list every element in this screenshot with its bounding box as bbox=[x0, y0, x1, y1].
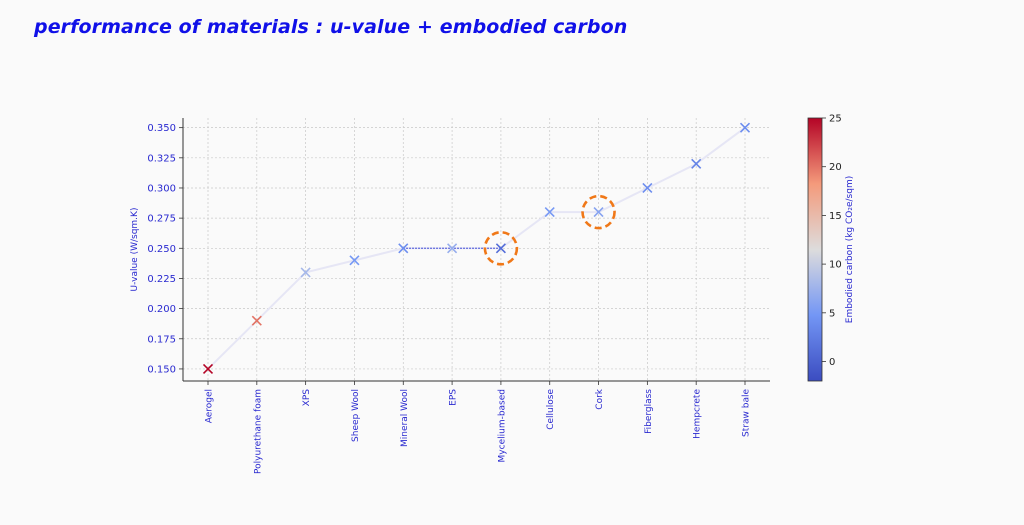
y-tick-label: 0.150 bbox=[147, 364, 176, 375]
page-title: performance of materials : u-value + emb… bbox=[34, 16, 628, 38]
x-tick-label: Aerogel bbox=[205, 389, 215, 423]
highlight-circle bbox=[581, 194, 616, 230]
y-tick-label: 0.225 bbox=[147, 274, 176, 285]
colorbar-tick-label: 5 bbox=[829, 308, 835, 319]
x-tick-label: Mycelium-based bbox=[497, 389, 507, 462]
y-tick-label: 0.200 bbox=[147, 304, 176, 315]
y-axis-title: U-value (W/sqm.K) bbox=[130, 208, 140, 292]
data-point-marker bbox=[495, 243, 506, 254]
colorbar-tick-label: 25 bbox=[829, 114, 842, 125]
data-point-marker bbox=[642, 182, 653, 194]
axis-labels: 0.150 0.175 0.200 0.225 0.250 0.275 0.300 0.325… bbox=[130, 123, 752, 474]
x-tick-label: XPS bbox=[302, 389, 312, 407]
x-tick-label: Fiberglass bbox=[644, 389, 654, 434]
highlight-circles bbox=[483, 194, 616, 266]
y-tick-label: 0.300 bbox=[147, 183, 176, 194]
data-point-marker bbox=[544, 207, 555, 218]
colorbar-title: Embodied carbon (kg CO₂e/sqm) bbox=[845, 176, 855, 323]
colorbar-tick-label: 10 bbox=[829, 260, 842, 271]
marker-stroke bbox=[495, 243, 506, 254]
marker-stroke bbox=[349, 255, 360, 266]
marker-stroke bbox=[642, 182, 653, 194]
data-point-marker bbox=[593, 207, 604, 218]
marker-stroke bbox=[398, 243, 409, 254]
grid-lines bbox=[183, 118, 770, 381]
colorbar-gradient bbox=[807, 117, 823, 382]
colorbar: 0 5 10 15 20 25 Embodied carbon (kg CO₂e/sqm) bbox=[807, 114, 855, 382]
data-markers bbox=[202, 122, 751, 375]
marker-stroke bbox=[300, 267, 311, 278]
x-tick-label: Straw bale bbox=[742, 389, 752, 437]
marker-stroke bbox=[739, 122, 751, 133]
y-tick-label: 0.350 bbox=[147, 123, 176, 134]
marker-stroke bbox=[691, 158, 702, 169]
colorbar-tick-label: 20 bbox=[829, 162, 842, 173]
data-point-marker bbox=[398, 243, 409, 254]
x-tick-label: Sheep Wool bbox=[351, 389, 361, 442]
data-point-marker bbox=[202, 363, 214, 375]
data-point-marker bbox=[251, 315, 262, 326]
y-tick-label: 0.325 bbox=[147, 153, 176, 164]
x-tick-label: EPS bbox=[449, 389, 459, 406]
y-tick-label: 0.175 bbox=[147, 334, 176, 345]
data-point-marker bbox=[691, 158, 702, 169]
axes bbox=[179, 118, 770, 385]
data-point-marker bbox=[447, 243, 458, 254]
data-point-marker bbox=[300, 267, 311, 278]
x-tick-label: Polyurethane foam bbox=[253, 389, 263, 474]
data-point-marker bbox=[349, 255, 360, 266]
marker-stroke bbox=[202, 363, 214, 375]
marker-stroke bbox=[593, 207, 604, 218]
highlight-circle bbox=[483, 230, 519, 266]
y-tick-label: 0.275 bbox=[147, 214, 176, 225]
colorbar-tick-label: 15 bbox=[829, 211, 842, 222]
x-tick-label: Mineral Wool bbox=[400, 389, 410, 447]
marker-stroke bbox=[251, 315, 262, 326]
marker-stroke bbox=[447, 243, 458, 254]
colorbar-tick-label: 0 bbox=[829, 357, 835, 368]
marker-stroke bbox=[544, 207, 555, 218]
x-tick-label: Hempcrete bbox=[693, 389, 703, 439]
x-tick-label: Cellulose bbox=[546, 389, 556, 430]
y-tick-label: 0.250 bbox=[147, 244, 176, 255]
data-point-marker bbox=[739, 122, 751, 133]
x-tick-label: Cork bbox=[595, 388, 605, 409]
